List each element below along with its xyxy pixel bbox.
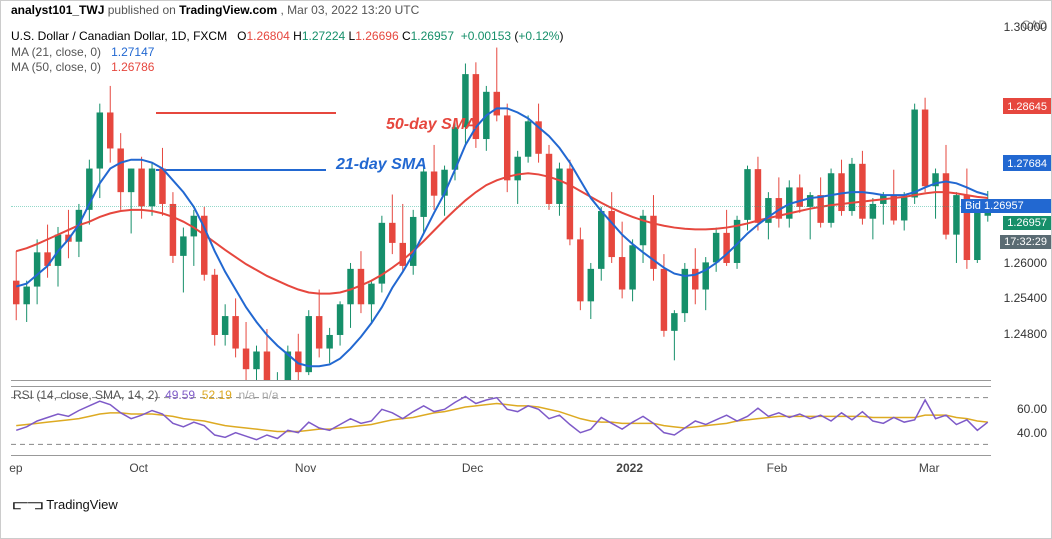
tradingview-logo: ⫍⫎ TradingView (13, 496, 118, 513)
timestamp: Mar 03, 2022 13:20 UTC (287, 3, 419, 17)
author: analyst101_TWJ (11, 3, 104, 17)
time-label: Nov (295, 461, 316, 475)
time-xaxis[interactable]: ep Oct Nov Dec 2022 Feb Mar (11, 461, 991, 481)
time-label: Mar (919, 461, 940, 475)
price-tag: 17:32:29 (1000, 235, 1051, 249)
price-tick: 1.30000 (1004, 20, 1047, 34)
price-tag: 1.28645 (1003, 100, 1051, 114)
price-tag: 1.26957 (1003, 216, 1051, 230)
price-yaxis[interactable]: CAD1.300001.260001.254001.248001.286701.… (993, 21, 1051, 381)
rsi-tick: 60.00 (1017, 402, 1047, 416)
price-chart-svg (11, 21, 991, 380)
annotation[interactable]: 21-day SMA (336, 156, 427, 174)
annotation[interactable]: 50-day SMA (386, 116, 477, 134)
time-label: Feb (767, 461, 788, 475)
time-label: Dec (462, 461, 483, 475)
price-tag: 1.27684 (1003, 157, 1051, 171)
time-label: Oct (129, 461, 148, 475)
price-tick: 1.24800 (1004, 327, 1047, 341)
rsi-tick: 40.00 (1017, 426, 1047, 440)
time-label: ep (9, 461, 22, 475)
rsi-sma-value: 52.19 (202, 388, 232, 402)
price-tick: 1.26000 (1004, 256, 1047, 270)
rsi-chart[interactable]: RSI (14, close, SMA, 14, 2) 49.59 52.19 … (11, 386, 991, 456)
rsi-yaxis[interactable]: 60.00 40.00 (993, 386, 1051, 456)
rsi-value: 49.59 (165, 388, 195, 402)
rsi-legend: RSI (14, close, SMA, 14, 2) 49.59 52.19 … (13, 388, 279, 402)
publish-header: analyst101_TWJ published on TradingView.… (11, 3, 419, 17)
site: TradingView.com (179, 3, 277, 17)
price-chart[interactable] (11, 21, 991, 381)
price-tag: Bid 1.26957 (961, 199, 1051, 213)
time-label: 2022 (616, 461, 643, 475)
price-tick: 1.25400 (1004, 291, 1047, 305)
